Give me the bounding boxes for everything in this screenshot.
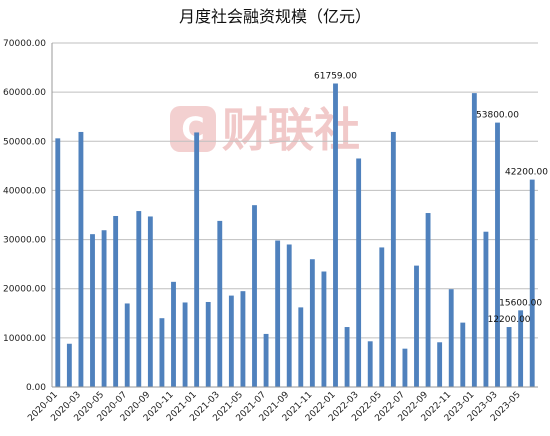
bar-2021-01 (194, 132, 200, 387)
bar-2021-08 (275, 240, 281, 387)
bar-2022-09 (425, 213, 431, 387)
chart-title: 月度社会融资规模（亿元） (179, 7, 371, 26)
bar-2020-01 (55, 138, 61, 387)
bar-2020-10 (159, 318, 165, 387)
bar-2023-05 (518, 310, 524, 387)
bar-2022-06 (390, 131, 396, 387)
bar-2022-05 (379, 247, 385, 387)
bar-2020-04 (90, 234, 95, 387)
x-axis: 2020-012020-032020-052020-072020-092020-… (26, 386, 538, 424)
watermark-logo-icon (170, 106, 216, 152)
bar-2022-03 (356, 158, 362, 387)
bar-2021-05 (240, 291, 246, 387)
bar-2023-01 (471, 93, 477, 387)
data-label: 53800.00 (476, 111, 519, 121)
bar-2023-04 (506, 327, 512, 387)
data-labels: 61759.00 53800.00 12200.00 15600.00 42200.00 (314, 71, 548, 325)
bar-2022-11 (448, 289, 454, 387)
bar-2020-09 (147, 216, 153, 387)
data-label: 61759.00 (314, 71, 357, 81)
bar-2021-04 (228, 295, 234, 387)
bar-2020-11 (171, 281, 176, 387)
y-tick-label: 50000.00 (3, 137, 46, 147)
bars (55, 83, 535, 388)
bar-2022-07 (402, 348, 408, 387)
bar-2020-07 (124, 303, 130, 387)
svg-text:C: C (181, 110, 204, 148)
y-tick-label: 10000.00 (3, 334, 46, 344)
y-tick-label: 70000.00 (3, 39, 46, 49)
bar-2021-11 (309, 259, 315, 387)
bar-2023-02 (483, 231, 489, 387)
bar-2020-08 (136, 211, 142, 387)
bar-2021-02 (205, 301, 211, 387)
data-label: 12200.00 (488, 315, 531, 325)
y-tick-label: 0.00 (26, 383, 46, 393)
bar-2020-03 (78, 131, 84, 387)
y-tick-label: 20000.00 (3, 285, 46, 295)
bar-2022-04 (367, 341, 373, 387)
y-axis: 0.00 10000.00 20000.00 30000.00 40000.00 5000… (3, 39, 53, 393)
bar-2021-12 (321, 271, 327, 387)
bar-2021-03 (217, 220, 223, 387)
bar-2023-06 (529, 179, 535, 387)
bar-2022-12 (460, 322, 466, 387)
data-label: 42200.00 (505, 168, 548, 178)
data-label: 15600.00 (499, 298, 542, 308)
bar-2020-05 (101, 230, 107, 387)
bar-2022-02 (344, 327, 350, 387)
bar-2023-03 (495, 122, 500, 388)
bar-2022-10 (437, 342, 443, 387)
y-tick-label: 60000.00 (3, 88, 46, 98)
bar-2020-12 (182, 302, 188, 387)
y-tick-label: 40000.00 (3, 186, 46, 196)
grid-lines (52, 42, 538, 388)
bar-2022-01 (333, 83, 338, 387)
watermark-text: 财联社 (222, 103, 360, 157)
bar-2021-10 (298, 307, 304, 387)
bar-2022-08 (414, 265, 419, 387)
bar-2021-06 (252, 205, 257, 387)
bar-2021-07 (263, 333, 269, 387)
y-tick-label: 30000.00 (3, 236, 46, 246)
bar-2020-06 (113, 215, 119, 387)
bar-2021-09 (286, 244, 292, 387)
bar-2020-02 (66, 343, 72, 387)
